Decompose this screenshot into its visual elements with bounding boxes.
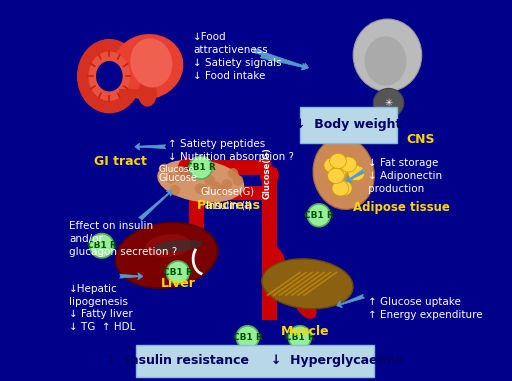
Ellipse shape [169,185,180,195]
Ellipse shape [138,80,157,107]
Ellipse shape [334,160,350,175]
Ellipse shape [265,245,285,269]
Text: CNS: CNS [407,133,435,146]
Text: ↑ Glucose uptake
↑ Energy expenditure: ↑ Glucose uptake ↑ Energy expenditure [369,297,483,320]
Text: Pancreas: Pancreas [197,199,261,212]
Text: CB1 R: CB1 R [87,241,117,250]
Ellipse shape [340,157,357,172]
Ellipse shape [204,175,215,186]
Ellipse shape [182,170,193,181]
Text: ↓  Body weight: ↓ Body weight [295,118,401,131]
Bar [187,160,271,175]
Ellipse shape [217,185,227,196]
Ellipse shape [335,181,352,196]
Ellipse shape [96,61,123,91]
Text: Glucose(G): Glucose(G) [201,187,255,197]
Ellipse shape [178,158,197,177]
Text: ↓ Fat storage
↓ Adiponectin
production: ↓ Fat storage ↓ Adiponectin production [369,158,442,194]
Text: ↑ Satiety peptides
↓ Nutrition absorption ?: ↑ Satiety peptides ↓ Nutrition absorptio… [168,139,294,162]
Text: Glucose: Glucose [159,173,198,183]
Ellipse shape [332,181,349,196]
Text: Effect on insulin
and/or
glucagon secretion ?: Effect on insulin and/or glucagon secret… [69,221,178,256]
Ellipse shape [324,158,340,173]
Text: CB1 R: CB1 R [186,163,216,172]
Ellipse shape [198,184,209,195]
Text: CB1 R: CB1 R [304,211,334,220]
Ellipse shape [278,264,302,299]
Ellipse shape [329,167,346,182]
Ellipse shape [159,163,169,174]
Text: ↓Food
attractiveness
↓ Satiety signals
↓ Food intake: ↓Food attractiveness ↓ Satiety signals ↓… [193,32,282,81]
Bar [191,186,264,200]
Ellipse shape [89,51,130,101]
Text: ✳: ✳ [385,98,393,108]
Bar [262,168,277,320]
Text: Liver: Liver [161,277,196,290]
Ellipse shape [166,173,176,184]
Circle shape [288,326,311,349]
Ellipse shape [348,165,365,181]
Ellipse shape [330,154,346,169]
Ellipse shape [294,295,316,319]
Text: Insulin (I): Insulin (I) [206,200,252,210]
Ellipse shape [186,163,197,174]
Ellipse shape [175,166,186,176]
Ellipse shape [112,34,183,99]
Ellipse shape [130,38,173,88]
Text: Glucose: Glucose [159,165,195,174]
Ellipse shape [260,166,279,185]
FancyBboxPatch shape [136,345,374,377]
Text: CB1 R: CB1 R [163,268,193,277]
Bar [189,196,204,269]
Text: GI tract: GI tract [94,155,147,168]
Ellipse shape [328,168,345,184]
Ellipse shape [228,168,239,179]
Ellipse shape [87,50,132,102]
Text: Adipose tissue: Adipose tissue [353,201,450,214]
Ellipse shape [262,259,353,309]
Text: Muscle: Muscle [281,325,329,338]
Text: Glucose(G): Glucose(G) [263,147,272,199]
Ellipse shape [222,179,232,190]
Ellipse shape [153,240,203,252]
Ellipse shape [210,181,221,192]
Circle shape [166,261,189,284]
Ellipse shape [195,183,205,194]
Bar [382,65,389,107]
Circle shape [189,156,212,179]
Bar [119,89,140,97]
Ellipse shape [77,39,142,114]
Text: CB1 R: CB1 R [233,333,263,342]
FancyBboxPatch shape [300,107,397,143]
Circle shape [307,204,330,227]
Text: CB1 R: CB1 R [285,333,315,342]
Ellipse shape [157,159,244,203]
Ellipse shape [353,19,422,91]
Circle shape [236,326,259,349]
Ellipse shape [365,36,407,86]
Circle shape [90,234,114,258]
Ellipse shape [313,137,374,210]
Ellipse shape [145,234,191,257]
Ellipse shape [115,223,218,288]
Text: ↓  Insulin resistance     ↓  Hyperglycaemia: ↓ Insulin resistance ↓ Hyperglycaemia [106,354,403,368]
Ellipse shape [373,88,404,117]
Text: ↓Hepatic
lipogenesis
↓ Fatty liver
↓ TG  ↑ HDL: ↓Hepatic lipogenesis ↓ Fatty liver ↓ TG … [69,284,136,332]
Ellipse shape [232,175,243,186]
